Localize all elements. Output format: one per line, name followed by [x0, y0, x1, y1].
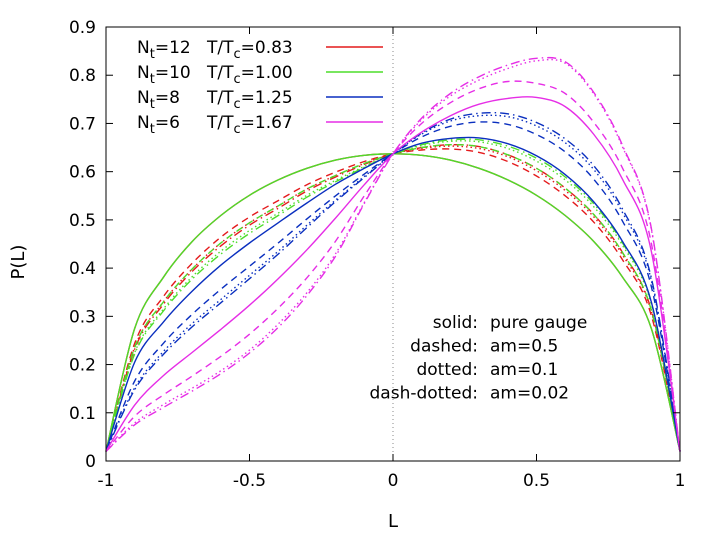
note-style-value: am=0.02	[490, 384, 569, 404]
note-style-key: dashed:	[410, 337, 478, 357]
x-tick-label: -0.5	[233, 471, 266, 491]
note-style-key: solid:	[433, 313, 478, 333]
x-axis-label: L	[388, 511, 398, 532]
y-axis-label: P(L)	[8, 245, 29, 280]
series-line-3-dotted	[105, 58, 681, 452]
note-style-value: am=0.5	[490, 337, 558, 357]
y-tick-label: 0.5	[69, 211, 96, 231]
legend-temperature-label: T/Tc=1.25	[206, 88, 293, 112]
y-tick-label: 0.3	[69, 307, 96, 327]
line-style-notes: solid: pure gauge dashed: am=0.5 dotted: am=0…	[370, 313, 588, 404]
series-line-3-solid	[105, 96, 681, 452]
legend-nt-label: Nt=10	[137, 63, 191, 87]
series-line-1-dashed	[105, 143, 681, 452]
legend-entry: Nt=8 T/Tc=1.25	[137, 88, 383, 112]
series-line-3-dashdot	[105, 56, 681, 452]
legend-nt-label: Nt=8	[137, 88, 180, 112]
series-line-0-dashdot	[105, 143, 681, 452]
x-tick-label: 1	[675, 471, 686, 491]
tick-layer: -1 -0.5 0 0.5 1 0 0.1 0.2 0.3 0.4 0.5 0.6 0.7 0.8 0.9	[69, 18, 685, 491]
legend-nt-label: Nt=6	[137, 113, 180, 137]
legend: Nt=12 T/Tc=0.83 Nt=10 T/Tc=1.00 Nt=8 T/Tc=1.2…	[137, 38, 383, 137]
legend-temperature-label: T/Tc=0.83	[206, 38, 293, 62]
y-tick-label: 0.9	[69, 18, 96, 38]
series-line-2-solid	[105, 136, 681, 452]
note-style-value: am=0.1	[490, 360, 558, 380]
legend-entry: Nt=12 T/Tc=0.83	[137, 38, 383, 62]
legend-entry: Nt=6 T/Tc=1.67	[137, 113, 383, 137]
note-row: dotted: am=0.1	[416, 360, 558, 380]
x-tick-label: 0	[388, 471, 399, 491]
note-row: dash-dotted: am=0.02	[370, 384, 570, 404]
series-layer	[105, 56, 681, 452]
y-tick-label: 0	[85, 452, 96, 472]
legend-temperature-label: T/Tc=1.67	[206, 113, 293, 137]
note-row: dashed: am=0.5	[410, 337, 558, 357]
x-tick-label: -1	[98, 471, 115, 491]
note-style-key: dotted:	[416, 360, 478, 380]
note-row: solid: pure gauge	[433, 313, 588, 333]
note-style-key: dash-dotted:	[370, 384, 478, 404]
series-line-0-dotted	[105, 145, 681, 452]
legend-entry: Nt=10 T/Tc=1.00	[137, 63, 383, 87]
y-tick-label: 0.2	[69, 356, 96, 376]
x-tick-label: 0.5	[523, 471, 550, 491]
legend-nt-label: Nt=12	[137, 38, 191, 62]
y-tick-label: 0.6	[69, 163, 96, 183]
legend-temperature-label: T/Tc=1.00	[206, 63, 293, 87]
note-style-value: pure gauge	[490, 313, 587, 333]
y-tick-label: 0.7	[69, 114, 96, 134]
series-line-0-solid	[105, 153, 681, 452]
y-tick-label: 0.8	[69, 66, 96, 86]
series-line-2-dashed	[105, 121, 681, 452]
series-line-0-dashed	[105, 148, 681, 452]
series-line-3-dashed	[105, 80, 681, 452]
y-tick-label: 0.4	[69, 259, 96, 279]
y-tick-label: 0.1	[69, 404, 96, 424]
series-line-1-solid	[105, 153, 681, 452]
